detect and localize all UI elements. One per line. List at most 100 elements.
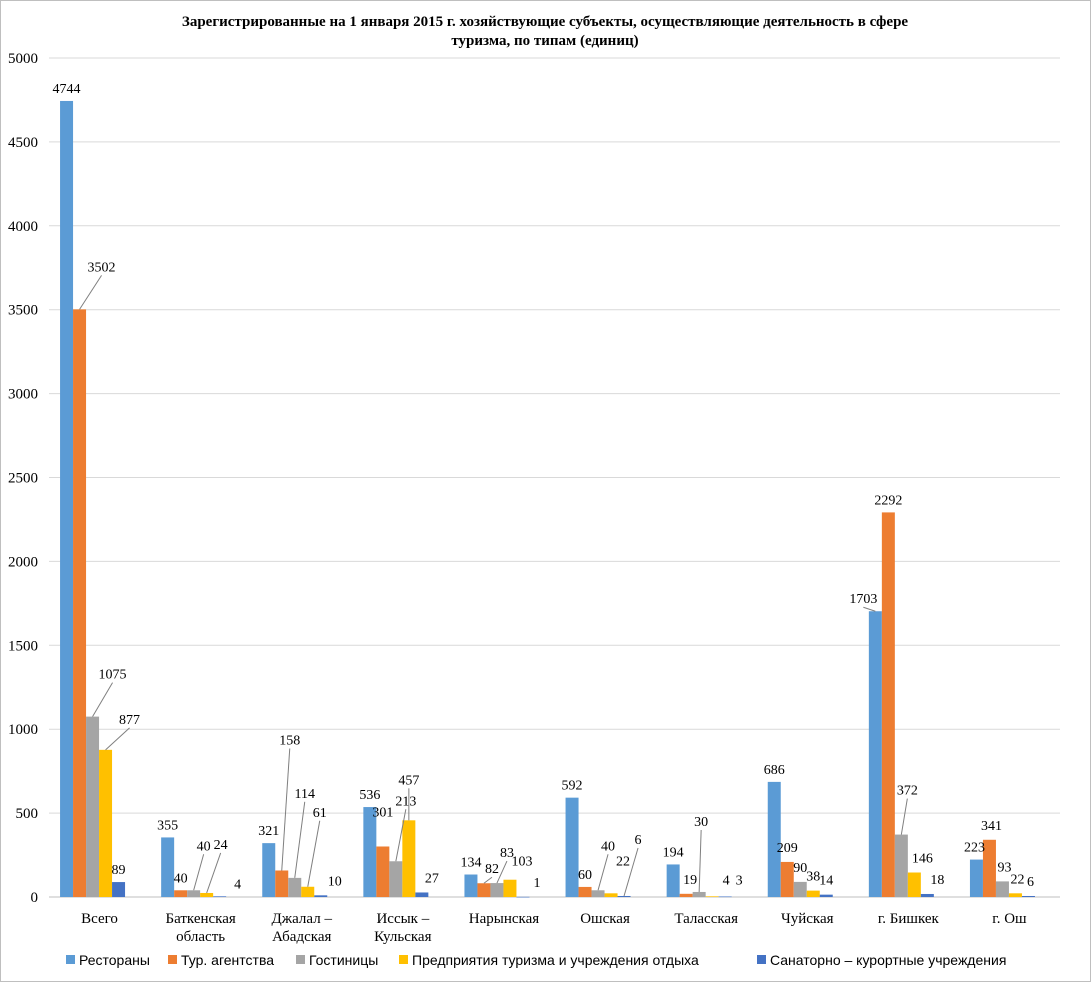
data-label: 355 [157,818,178,833]
bar [767,781,781,897]
bar [301,886,315,897]
bar [780,861,794,897]
legend-swatch [399,955,408,964]
bar [604,893,618,897]
y-tick-label: 3500 [8,303,38,319]
data-label: 40 [174,871,188,886]
x-category-label: г. Бишкек [878,911,940,927]
y-tick-label: 3000 [8,387,38,403]
data-label: 158 [279,733,300,748]
bar [112,882,126,897]
data-label-leader [395,809,407,862]
bar [705,896,719,897]
data-label: 6 [635,833,642,848]
data-label-leader [623,847,639,897]
bar [288,877,302,897]
data-label: 22 [1010,872,1024,887]
bar [793,881,807,897]
chart-title-line: туризма, по типам (единиц) [451,33,638,49]
bar [881,512,895,897]
y-tick-label: 2500 [8,471,38,487]
data-label: 321 [258,824,279,839]
gridlines [49,57,1060,898]
bar [995,881,1009,897]
data-label: 301 [372,805,393,820]
data-label: 372 [897,784,918,799]
bar [819,894,833,897]
bar [565,797,579,897]
bar [503,879,517,897]
bar [868,611,882,897]
y-axis-ticks: 0 500 1000 1500 2000 2500 3000 3500 4000 4500 5000 [8,51,38,906]
x-category-label: Всего [81,911,118,927]
data-label: 40 [197,839,211,854]
bar [200,892,214,897]
bar [578,886,592,897]
y-tick-label: 0 [31,890,39,906]
x-category-label: Таласская [674,911,738,927]
y-tick-label: 2000 [8,554,38,570]
bar [275,870,289,897]
bars [60,100,1035,898]
bar [389,861,403,897]
data-label: 1075 [99,668,127,683]
bar [920,893,934,897]
bar [666,864,680,897]
data-label: 536 [359,788,380,803]
data-label-leader [92,682,113,717]
data-label-leader [281,748,291,871]
bar [477,883,491,897]
data-label: 592 [562,779,583,794]
legend-swatch [757,955,766,964]
data-label: 61 [313,806,327,821]
data-label: 114 [295,787,315,802]
data-label: 24 [214,838,228,853]
data-label: 134 [460,856,481,871]
bar [982,839,996,897]
y-tick-label: 4500 [8,135,38,151]
data-label-leader [496,860,508,884]
x-axis-categories: Всего Баткенская область Джалал – Абадская Ис… [81,911,1027,945]
data-label: 40 [601,839,615,854]
data-label: 82 [485,862,499,877]
data-label: 146 [912,852,933,867]
bar [60,100,74,898]
x-category-label: Иссык – [376,911,429,927]
data-label: 3502 [88,260,116,275]
bar [692,891,706,897]
x-category-label: Джалал – [272,911,333,927]
data-label-leader [193,854,205,891]
legend-swatch [296,955,305,964]
data-label: 10 [328,874,342,889]
bar [591,890,605,897]
x-category-label: область [176,929,225,945]
data-label-leader [307,820,321,887]
data-label-leader [105,727,130,751]
data-label: 6 [1027,875,1034,890]
data-label: 209 [777,841,798,856]
data-label: 457 [398,773,419,788]
data-label-leader [294,801,306,878]
x-category-label: г. Ош [992,911,1027,927]
data-label: 341 [981,819,1002,834]
data-label: 30 [694,815,708,830]
data-label: 19 [683,873,697,888]
data-label: 4744 [53,82,81,97]
bar [617,895,631,897]
legend-swatch [168,955,177,964]
bar [174,890,188,897]
data-label: 89 [112,863,126,878]
y-tick-label: 1000 [8,722,38,738]
data-label-leader [900,798,908,835]
legend-swatch [66,955,75,964]
data-label: 60 [578,868,592,883]
bar [894,834,908,897]
bar [376,846,390,897]
data-label: 83 [500,846,514,861]
bar [73,309,87,898]
y-tick-label: 5000 [8,51,38,67]
x-category-label: Нарынская [469,911,539,927]
bar [86,716,100,897]
